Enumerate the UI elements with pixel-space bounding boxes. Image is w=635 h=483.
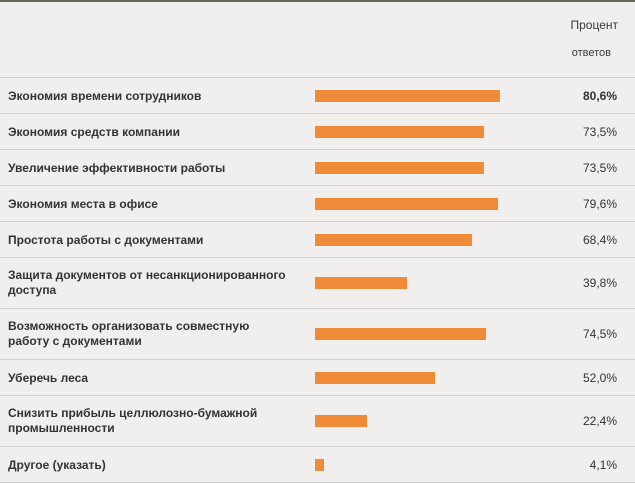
row-label: Другое (указать): [8, 458, 106, 472]
table-row: Экономия средств компании 73,5%: [0, 114, 635, 150]
table-row: Снизить прибыль целлюлозно-бумажной пром…: [0, 396, 635, 447]
table-body: Экономия времени сотрудников 80,6% Экономи…: [0, 78, 635, 483]
percent-value: 73,5%: [582, 161, 617, 175]
header-answers: ответов: [571, 47, 611, 59]
row-label: Экономия средств компании: [8, 125, 180, 139]
percent-bar: [315, 415, 367, 427]
percent-value: 52,0%: [582, 371, 617, 385]
percent-value: 80,6%: [582, 89, 617, 103]
table-row: Уберечь леса 52,0%: [0, 360, 635, 396]
percent-bar: [315, 277, 407, 289]
table-row: Экономия времени сотрудников 80,6%: [0, 78, 635, 114]
percent-bar: [315, 126, 484, 138]
row-label: Простота работы с документами: [8, 233, 204, 247]
percent-value: 74,5%: [582, 327, 617, 341]
percent-value: 79,6%: [582, 197, 617, 211]
percent-bar: [315, 90, 500, 102]
percent-value: 73,5%: [582, 125, 617, 139]
table-row: Увеличение эффективности работы 73,5%: [0, 150, 635, 186]
percent-value: 22,4%: [582, 414, 617, 428]
row-label: Увеличение эффективности работы: [8, 161, 226, 175]
percent-bar: [315, 459, 324, 471]
percent-value: 68,4%: [582, 233, 617, 247]
percent-bar: [315, 372, 435, 384]
table-row: Защита документов от несанкционированног…: [0, 258, 635, 309]
table-header: Процент ответов: [0, 2, 635, 78]
percent-bar: [315, 162, 484, 174]
table-row: Экономия места в офисе 79,6%: [0, 186, 635, 222]
percent-bar: [315, 234, 472, 246]
row-label: Уберечь леса: [8, 371, 89, 385]
table-row: Возможность организовать совместную рабо…: [0, 309, 635, 360]
row-label: Экономия времени сотрудников: [8, 89, 202, 103]
header-percent: Процент: [570, 18, 618, 32]
percent-value: 39,8%: [582, 276, 617, 290]
percent-bar: [315, 198, 498, 210]
top-border: [0, 0, 635, 2]
table-row: Другое (указать) 4,1%: [0, 447, 635, 483]
row-label: Возможность организовать совместную рабо…: [8, 319, 250, 348]
row-label: Защита документов от несанкционированног…: [8, 268, 286, 297]
percent-value: 4,1%: [589, 458, 617, 472]
percent-bar: [315, 328, 486, 340]
row-label: Экономия места в офисе: [8, 197, 158, 211]
row-label: Снизить прибыль целлюлозно-бумажной пром…: [8, 406, 258, 435]
table-row: Простота работы с документами 68,4%: [0, 222, 635, 258]
